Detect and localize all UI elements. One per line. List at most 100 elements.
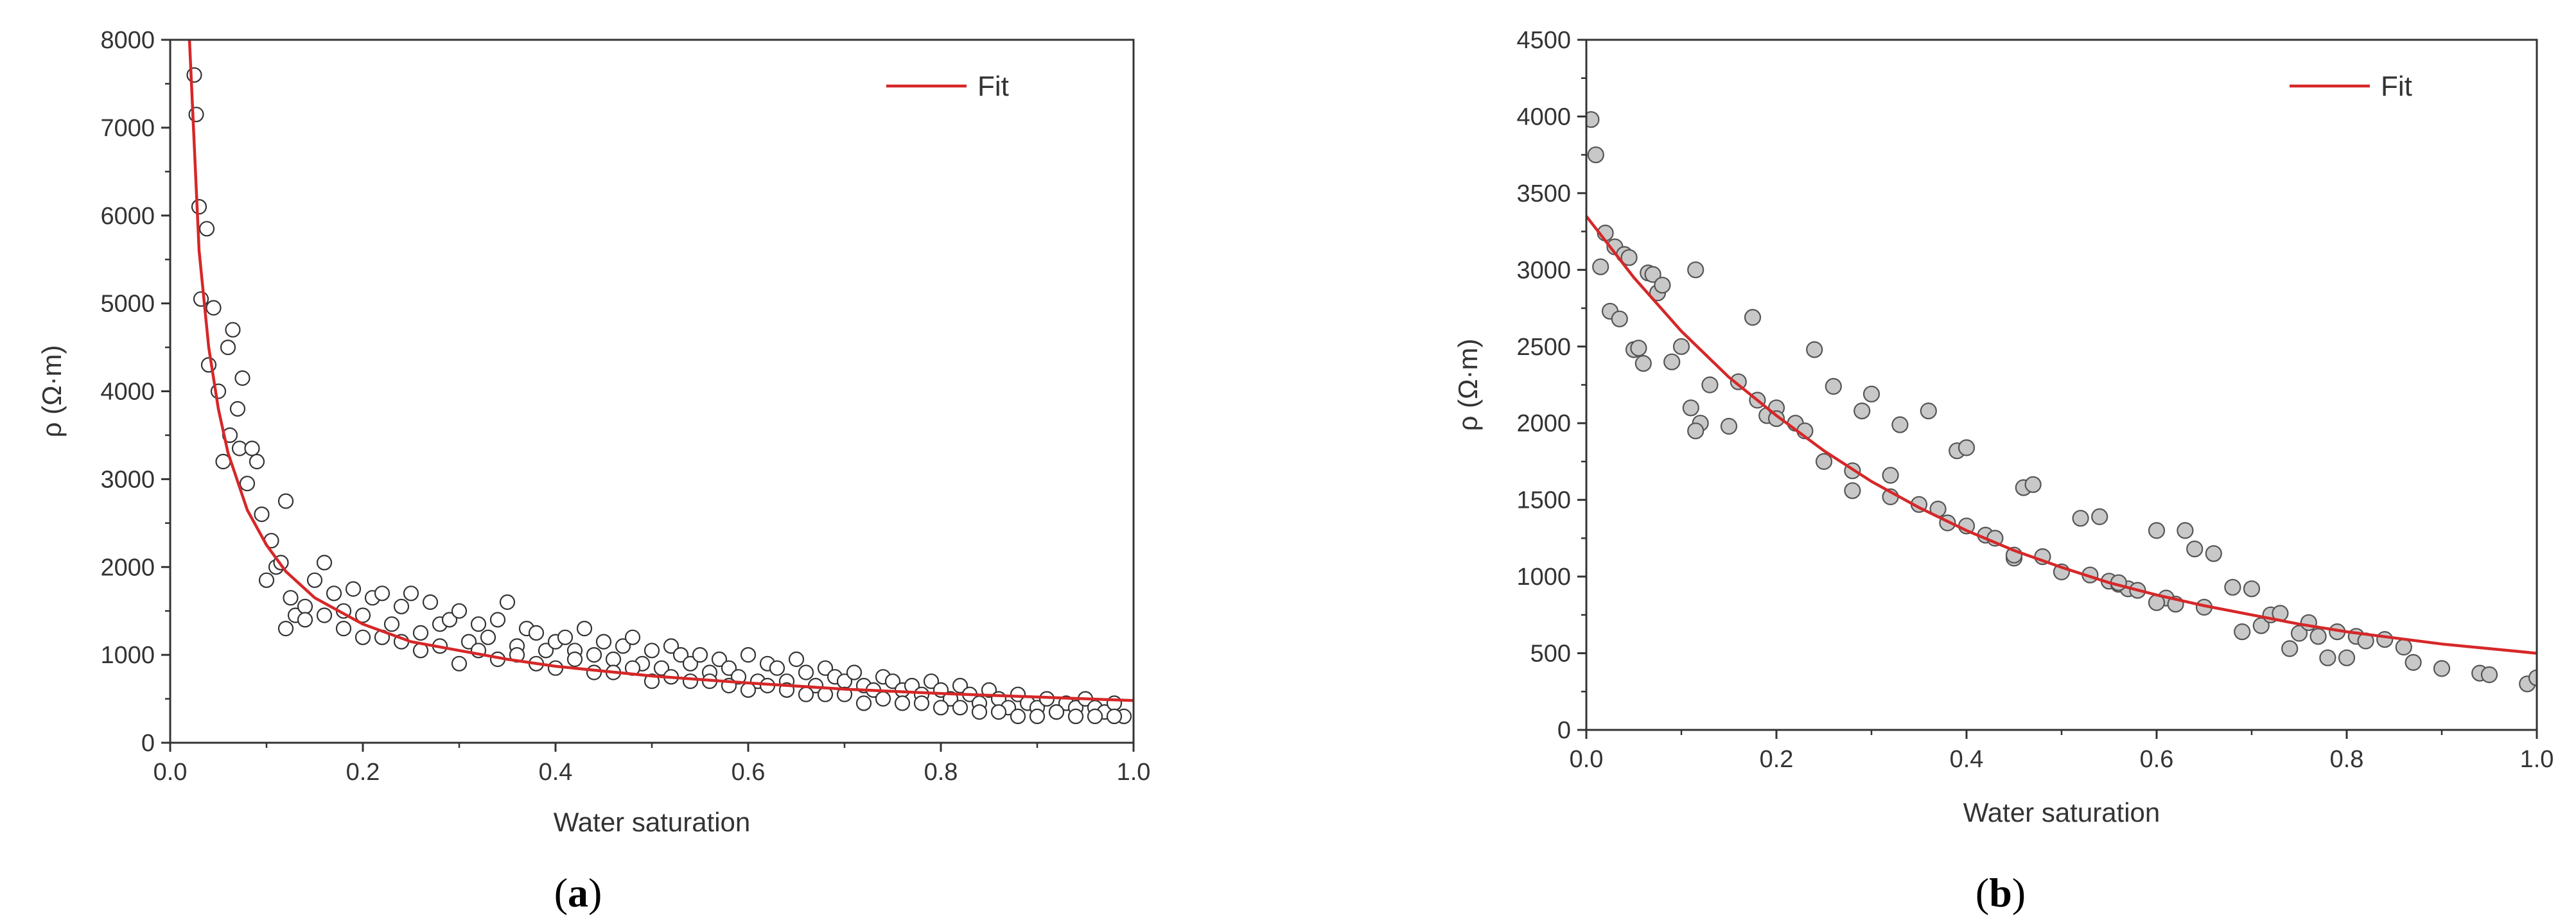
data-point [586, 646, 602, 663]
y-tick-label: 3500 [1516, 180, 1571, 207]
data-point [798, 686, 814, 702]
data-point [335, 620, 352, 637]
data-point [1644, 266, 1661, 283]
data-point [1106, 708, 1123, 725]
data-point [2395, 638, 2412, 656]
plot-frame [169, 39, 1135, 744]
data-point [186, 67, 202, 83]
data-point [1592, 258, 1609, 275]
data-point [1720, 417, 1738, 435]
y-tick-label: 8000 [100, 27, 155, 54]
y-tick-label: 0 [1557, 717, 1571, 744]
data-point [1701, 376, 1719, 394]
data-point [2376, 630, 2394, 648]
plot-frame [1585, 39, 2538, 731]
data-point [460, 634, 477, 650]
data-point [383, 616, 400, 632]
data-point [682, 655, 699, 671]
scatter-points [1586, 111, 2537, 693]
data-point [244, 440, 260, 456]
data-point [644, 673, 660, 689]
y-tick-label: 4500 [1516, 27, 1571, 54]
x-axis-title: Water saturation [1963, 797, 2160, 827]
data-point [1806, 341, 1823, 358]
panel-label-a-open: ( [554, 870, 568, 915]
x-tick-label: 0.4 [539, 759, 573, 786]
data-point [470, 616, 487, 632]
data-point [2177, 522, 2194, 539]
data-point [393, 598, 410, 614]
data-point [422, 594, 439, 611]
data-point [316, 607, 333, 623]
data-point [1067, 708, 1084, 725]
data-point [2290, 625, 2308, 642]
panel-label-b-close: ) [2012, 870, 2026, 915]
data-point [297, 612, 313, 628]
data-point [403, 585, 419, 602]
data-point [557, 629, 574, 645]
data-point [605, 651, 622, 668]
y-tick-label: 2000 [100, 554, 155, 581]
data-point [277, 493, 294, 509]
y-tick-label: 6000 [100, 203, 155, 230]
x-tick-label: 0.8 [2330, 746, 2364, 773]
data-point [2433, 660, 2451, 677]
data-point [2091, 508, 2108, 526]
data-point [884, 673, 901, 689]
data-point [1587, 146, 1604, 164]
panel-label-b-open: ( [1976, 870, 1989, 915]
x-tick-label: 1.0 [2520, 746, 2554, 773]
data-point [913, 695, 930, 711]
data-point [1087, 708, 1103, 725]
legend-label: Fit [2381, 71, 2412, 102]
data-point [1586, 111, 1600, 128]
y-tick-label: 2500 [1516, 334, 1571, 361]
data-point [198, 221, 215, 237]
data-point [1891, 416, 1909, 433]
data-point [277, 620, 294, 637]
y-tick-label: 7000 [100, 115, 155, 142]
data-point [2281, 640, 2299, 657]
data-point [576, 620, 593, 637]
data-point [672, 646, 689, 663]
data-point [1634, 354, 1652, 372]
x-axis-title: Water saturation [554, 807, 751, 837]
panel-label-a-close: ) [588, 870, 602, 915]
scatter-points [186, 67, 1132, 725]
data-point [1682, 399, 1699, 417]
y-tick-label: 3000 [100, 466, 155, 493]
y-tick-label: 1000 [100, 642, 155, 669]
data-point [586, 664, 602, 680]
data-point [1048, 704, 1065, 720]
data-point [229, 401, 246, 417]
x-tick-label: 0.6 [732, 759, 766, 786]
data-point [2319, 649, 2336, 666]
data-point [1663, 353, 1681, 370]
data-point [297, 598, 313, 614]
y-tick-label: 1500 [1516, 487, 1571, 514]
data-point [711, 651, 728, 668]
x-tick-label: 0.0 [153, 759, 188, 786]
data-point [2338, 649, 2356, 666]
data-point [971, 704, 988, 720]
data-point [1611, 310, 1628, 327]
data-point [2224, 578, 2241, 596]
data-point [2072, 510, 2089, 527]
data-point [239, 476, 256, 492]
y-tick-label: 2000 [1516, 410, 1571, 437]
data-point [923, 673, 940, 689]
fit-curve [1586, 215, 2537, 655]
data-point [258, 572, 275, 588]
data-point [952, 700, 968, 716]
data-point [817, 660, 834, 676]
data-point [374, 585, 390, 602]
data-point [355, 629, 371, 645]
data-point [528, 625, 545, 641]
y-tick-label: 5000 [100, 291, 155, 318]
data-point [566, 651, 583, 668]
data-point [730, 669, 747, 685]
data-point [345, 581, 362, 597]
data-point [1687, 261, 1704, 279]
data-point [682, 673, 699, 689]
